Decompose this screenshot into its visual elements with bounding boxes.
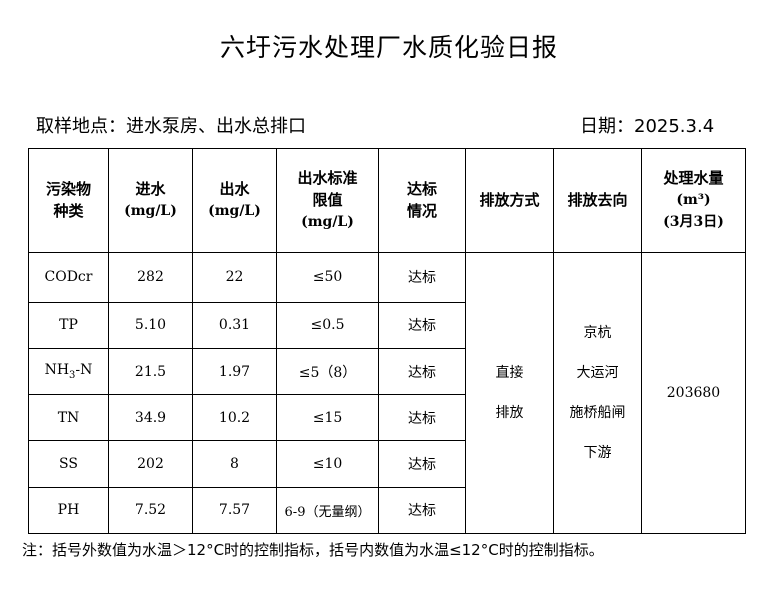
inlet-value: 34.9 — [108, 394, 193, 442]
pollutant-cell: TN — [28, 394, 109, 442]
inlet-value: 7.52 — [108, 486, 193, 535]
pollutant-cell: SS — [28, 440, 109, 488]
outlet-value: 22 — [192, 251, 277, 303]
pollutant-cell: PH — [28, 486, 109, 535]
limit-value: ≤5（8） — [276, 348, 379, 396]
compliance-status: 达标 — [378, 251, 466, 303]
table-row: SS 202 8 ≤10 达标 — [28, 440, 746, 488]
compliance-status: 达标 — [378, 440, 466, 488]
compliance-status: 达标 — [378, 394, 466, 442]
header-inlet: 进水 (mg/L) — [108, 148, 193, 253]
outlet-value: 7.57 — [192, 486, 277, 535]
limit-value: ≤50 — [276, 251, 379, 303]
table-row: CODcr 282 22 ≤50 达标 直接 排放 京杭 大运河 施桥船闸 下游 20… — [28, 251, 746, 535]
discharge-method-cell: 直接 排放 — [465, 251, 554, 535]
header-treated-volume: 处理水量 (m³) (3月3日) — [641, 148, 746, 253]
inlet-value: 202 — [108, 440, 193, 488]
report-date: 日期：2025.3.4 — [580, 116, 715, 137]
table-header-row: 污染物 种类 进水 (mg/L) 出水 (mg/L) 出水标准 限值 (mg/L) 达标情… — [28, 148, 746, 253]
header-compliance: 达标 情况 — [378, 148, 466, 253]
report-title: 六圩污水处理厂水质化验日报 — [219, 33, 558, 62]
inlet-value: 5.10 — [108, 301, 193, 350]
header-discharge-destination: 排放去向 — [553, 148, 642, 253]
header-outlet: 出水 (mg/L) — [192, 148, 277, 253]
discharge-destination-cell: 京杭 大运河 施桥船闸 下游 — [553, 251, 642, 535]
pollutant-cell: CODcr — [28, 251, 109, 303]
table-row: TP 5.10 0.31 ≤0.5 达标 — [28, 301, 746, 350]
outlet-value: 8 — [192, 440, 277, 488]
compliance-status: 达标 — [378, 348, 466, 396]
water-quality-table: 污染物 种类 进水 (mg/L) 出水 (mg/L) 出水标准 限值 (mg/L) 达标情… — [28, 148, 746, 535]
outlet-value: 0.31 — [192, 301, 277, 350]
header-limit: 出水标准 限值 (mg/L) — [276, 148, 379, 253]
treated-volume-value: 203680 — [641, 251, 746, 535]
compliance-status: 达标 — [378, 301, 466, 350]
limit-value: ≤0.5 — [276, 301, 379, 350]
limit-value: ≤10 — [276, 440, 379, 488]
compliance-status: 达标 — [378, 486, 466, 535]
limit-value: 6-9（无量纲） — [276, 486, 379, 535]
inlet-value: 21.5 — [108, 348, 193, 396]
outlet-value: 10.2 — [192, 394, 277, 442]
pollutant-cell: TP — [28, 301, 109, 350]
footnote: 注：括号外数值为水温＞12°C时的控制指标，括号内数值为水温≤12°C时的控制指… — [22, 541, 604, 559]
header-discharge-method: 排放方式 — [465, 148, 554, 253]
table-row: PH 7.52 7.57 6-9（无量纲） 达标 — [28, 486, 746, 535]
outlet-value: 1.97 — [192, 348, 277, 396]
sampling-location: 取样地点：进水泵房、出水总排口 — [36, 116, 306, 137]
limit-value: ≤15 — [276, 394, 379, 442]
inlet-value: 282 — [108, 251, 193, 303]
pollutant-cell: NH3-N — [28, 348, 109, 396]
table-row: TN 34.9 10.2 ≤15 达标 — [28, 394, 746, 442]
header-pollutant: 污染物 种类 — [28, 148, 109, 253]
